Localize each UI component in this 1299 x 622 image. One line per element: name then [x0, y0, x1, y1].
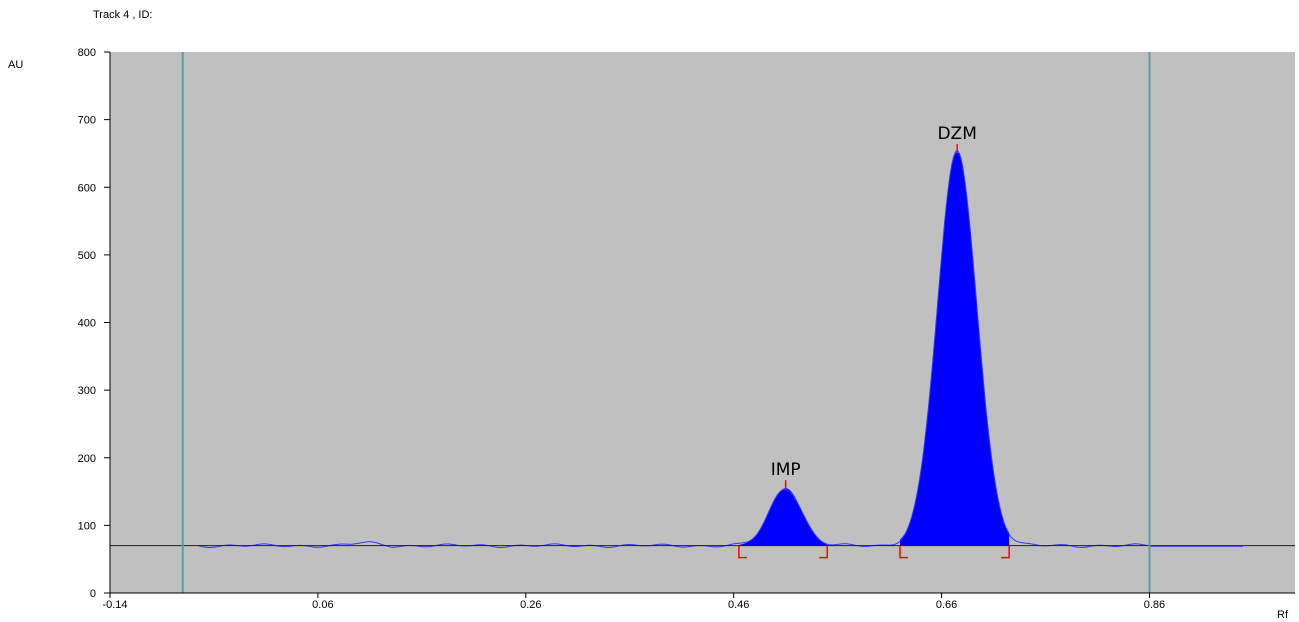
y-tick-label-600: 600 [78, 182, 96, 194]
peak-label-dzm: DZM [937, 124, 976, 144]
y-axis-label: AU [8, 59, 23, 71]
integration-start-imp [738, 545, 747, 559]
y-tick-label-800: 800 [78, 47, 96, 59]
x-tick-label-1: 0.06 [312, 599, 333, 611]
integration-start-dzm [899, 545, 908, 559]
y-tick-label-700: 700 [78, 115, 96, 127]
x-tick-label-0: -0.14 [102, 599, 127, 611]
x-axis-label: Rf [1277, 609, 1289, 621]
integration-end-dzm [1001, 545, 1010, 559]
peak-fill-dzm [900, 152, 1010, 546]
y-tick-label-500: 500 [78, 250, 96, 262]
plot-area [110, 52, 1295, 593]
y-tick-label-100: 100 [78, 520, 96, 532]
y-tick-label-200: 200 [78, 453, 96, 465]
x-tick-label-2: 0.26 [520, 599, 541, 611]
y-tick-label-0: 0 [90, 588, 96, 600]
y-tick-label-400: 400 [78, 318, 96, 330]
integration-end-imp [819, 545, 828, 559]
x-tick-label-4: 0.66 [936, 599, 957, 611]
peak-fill-imp [738, 488, 828, 546]
chart-title: Track 4 , ID: [93, 9, 153, 21]
x-tick-label-3: 0.46 [728, 599, 749, 611]
x-tick-label-5: 0.86 [1144, 599, 1165, 611]
y-tick-label-300: 300 [78, 385, 96, 397]
peak-label-imp: IMP [771, 460, 801, 480]
